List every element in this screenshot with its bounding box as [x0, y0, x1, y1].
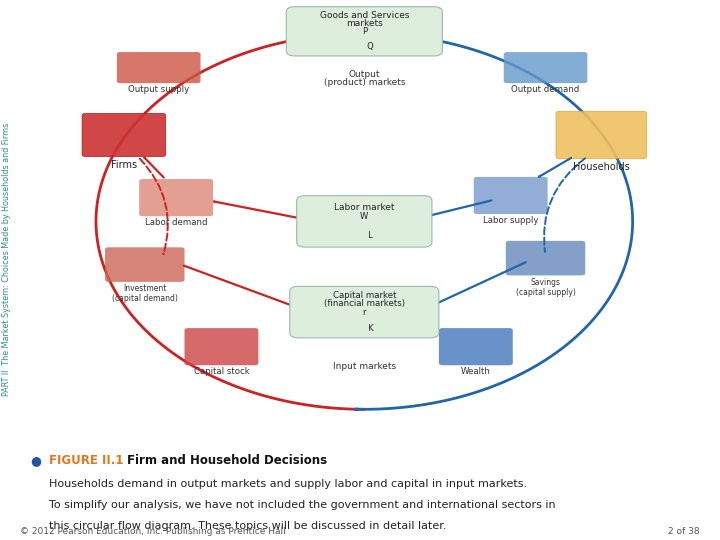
Text: 2 of 38: 2 of 38: [668, 526, 700, 536]
Text: P: P: [361, 27, 367, 36]
Text: K: K: [355, 324, 374, 333]
FancyBboxPatch shape: [117, 52, 201, 83]
FancyBboxPatch shape: [504, 52, 588, 83]
Text: (product) markets: (product) markets: [323, 78, 405, 87]
Text: Wealth: Wealth: [461, 367, 491, 376]
Text: FIGURE II.1: FIGURE II.1: [49, 454, 128, 467]
Text: Investment
(capital demand): Investment (capital demand): [112, 284, 178, 303]
Text: W: W: [360, 212, 369, 221]
Text: this circular flow diagram. These topics will be discussed in detail later.: this circular flow diagram. These topics…: [49, 521, 447, 531]
Text: L: L: [356, 231, 373, 240]
Text: Goods and Services: Goods and Services: [320, 11, 409, 21]
Text: Output demand: Output demand: [511, 85, 580, 94]
Text: markets: markets: [346, 19, 383, 28]
FancyBboxPatch shape: [82, 113, 166, 157]
Text: Capital stock: Capital stock: [194, 367, 249, 376]
Text: To simplify our analysis, we have not included the government and international : To simplify our analysis, we have not in…: [49, 500, 556, 510]
FancyBboxPatch shape: [289, 286, 439, 338]
FancyBboxPatch shape: [439, 328, 513, 365]
Text: Savings
(capital supply): Savings (capital supply): [516, 278, 575, 297]
Text: Households: Households: [573, 162, 630, 172]
Text: Labor demand: Labor demand: [145, 218, 207, 227]
FancyBboxPatch shape: [105, 247, 184, 282]
Text: Labor market: Labor market: [334, 202, 395, 212]
Text: PART II  The Market System: Choices Made by Households and Firms: PART II The Market System: Choices Made …: [2, 123, 11, 396]
FancyBboxPatch shape: [506, 241, 585, 275]
FancyBboxPatch shape: [297, 195, 432, 247]
Text: Output: Output: [348, 70, 380, 79]
FancyBboxPatch shape: [287, 6, 442, 56]
FancyBboxPatch shape: [184, 328, 258, 365]
FancyBboxPatch shape: [474, 177, 548, 214]
Text: Firm and Household Decisions: Firm and Household Decisions: [127, 454, 328, 467]
Text: (financial markets): (financial markets): [324, 299, 405, 308]
Text: Input markets: Input markets: [333, 362, 396, 370]
Text: Households demand in output markets and supply labor and capital in input market: Households demand in output markets and …: [49, 479, 528, 489]
Text: r: r: [363, 308, 366, 316]
Text: Capital market: Capital market: [333, 291, 396, 300]
FancyBboxPatch shape: [556, 111, 647, 159]
Text: Q: Q: [354, 42, 374, 51]
Text: Firms: Firms: [111, 160, 137, 170]
Text: © 2012 Pearson Education, Inc. Publishing as Prentice Hall: © 2012 Pearson Education, Inc. Publishin…: [20, 526, 286, 536]
Text: ●: ●: [30, 454, 41, 467]
Text: Output supply: Output supply: [128, 85, 189, 94]
Text: Labor supply: Labor supply: [483, 216, 539, 225]
FancyBboxPatch shape: [139, 179, 213, 216]
